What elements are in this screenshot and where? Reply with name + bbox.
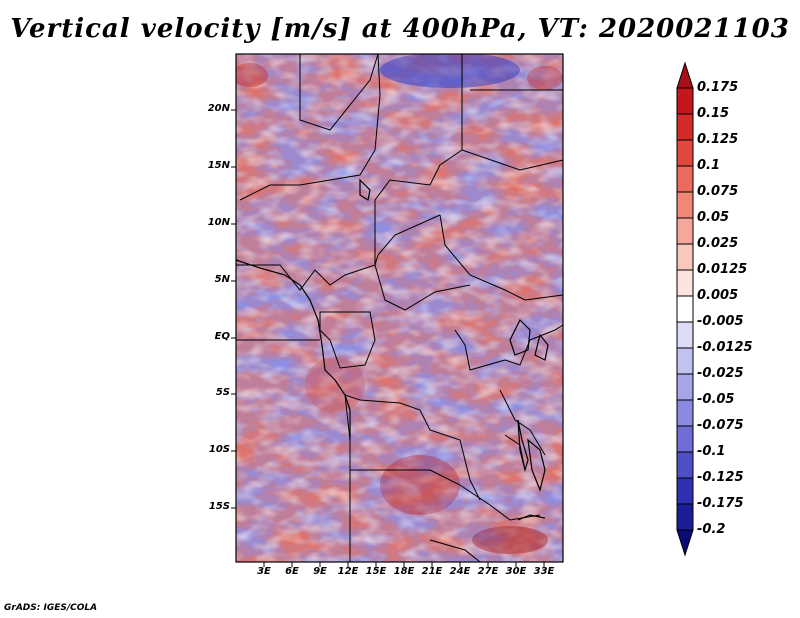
colorbar-segment <box>676 399 694 427</box>
colorbar-segment <box>676 321 694 349</box>
colorbar-label: -0.005 <box>697 314 744 329</box>
colorbar-segment <box>676 477 694 505</box>
lat-label: 15N <box>207 160 230 171</box>
lon-label: 30E <box>505 566 527 577</box>
grads-credit: GrADS: IGES/COLA <box>4 603 98 613</box>
colorbar <box>676 61 694 557</box>
velocity-field <box>236 54 563 562</box>
colorbar-segment <box>676 113 694 141</box>
lon-label: 3E <box>257 566 271 577</box>
colorbar-segment <box>676 503 694 531</box>
colorbar-segment <box>676 243 694 271</box>
colorbar-segment <box>676 451 694 479</box>
coastline <box>235 178 549 521</box>
colorbar-bottom-triangle <box>676 529 694 557</box>
lat-label: 5N <box>214 274 230 285</box>
colorbar-label: -0.025 <box>697 366 744 381</box>
colorbar-label: 0.125 <box>697 132 739 147</box>
map-title: Vertical velocity [m/s] at 400hPa, VT: 2… <box>10 14 790 44</box>
colorbar-label: 0.025 <box>697 236 739 251</box>
lat-label: EQ <box>214 331 230 342</box>
lon-label: 9E <box>313 566 327 577</box>
colorbar-label: 0.05 <box>697 210 730 225</box>
colorbar-label: 0.075 <box>697 184 739 199</box>
lat-ticks <box>231 109 236 509</box>
colorbar-label: 0.0125 <box>697 262 748 277</box>
lat-label: 20N <box>207 103 230 114</box>
colorbar-label: -0.2 <box>697 522 726 537</box>
colorbar-top-triangle <box>676 61 694 89</box>
lon-label: 33E <box>533 566 555 577</box>
colorbar-segment <box>676 87 694 115</box>
lon-label: 24E <box>449 566 471 577</box>
colorbar-segment <box>676 269 694 297</box>
lon-label: 18E <box>393 566 415 577</box>
colorbar-segment <box>676 425 694 453</box>
lat-label: 5S <box>215 387 230 398</box>
colorbar-label: -0.075 <box>697 418 744 433</box>
colorbar-label: -0.125 <box>697 470 744 485</box>
colorbar-segment <box>676 165 694 193</box>
lat-label: 10S <box>208 444 230 455</box>
lat-label: 10N <box>207 217 230 228</box>
colorbar-label: -0.175 <box>697 496 744 511</box>
colorbar-segment <box>676 347 694 375</box>
lon-ticks <box>263 562 545 567</box>
lat-label: 15S <box>208 501 230 512</box>
colorbar-label: 0.1 <box>697 158 721 173</box>
colorbar-label: -0.0125 <box>697 340 753 355</box>
lon-label: 21E <box>421 566 443 577</box>
colorbar-segment <box>676 217 694 245</box>
colorbar-label: -0.1 <box>697 444 726 459</box>
colorbar-label: 0.175 <box>697 80 739 95</box>
colorbar-segment <box>676 139 694 167</box>
lon-label: 27E <box>477 566 499 577</box>
lon-label: 15E <box>365 566 387 577</box>
lon-label: 12E <box>337 566 359 577</box>
colorbar-segment <box>676 295 694 323</box>
map-frame <box>235 53 564 563</box>
colorbar-segment <box>676 373 694 401</box>
colorbar-label: 0.005 <box>697 288 739 303</box>
country-borders <box>236 53 564 563</box>
colorbar-label: -0.05 <box>697 392 735 407</box>
colorbar-segment <box>676 191 694 219</box>
colorbar-label: 0.15 <box>697 106 730 121</box>
lon-label: 6E <box>285 566 299 577</box>
